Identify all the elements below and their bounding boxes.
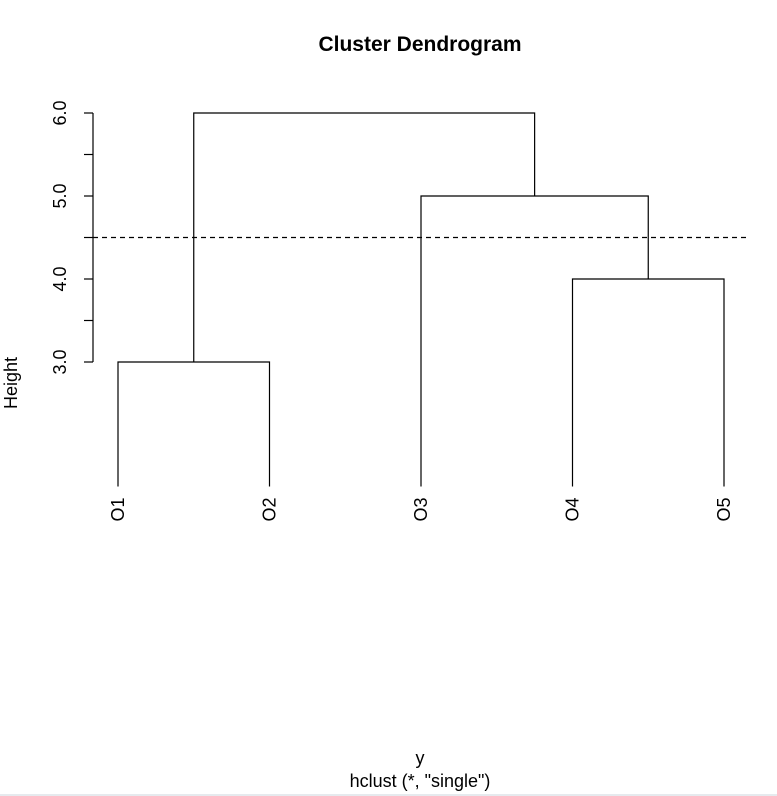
y-tick-label: 3.0 <box>50 349 70 374</box>
leaf-label-o2: O2 <box>260 498 280 522</box>
merge-2-link <box>571 278 725 487</box>
y-axis-label: Height <box>1 357 21 409</box>
leaf-label-o4: O4 <box>563 498 583 522</box>
leaf-label-o3: O3 <box>411 498 431 522</box>
bottom-divider <box>0 794 777 796</box>
y-tick-label: 5.0 <box>50 183 70 208</box>
merge-1-link <box>117 361 271 487</box>
leaf-label-o5: O5 <box>714 498 734 522</box>
merge-4-link <box>193 112 536 362</box>
y-axis: 3.0 4.0 5.0 6.0 <box>50 100 94 375</box>
merge-3-link <box>420 195 649 487</box>
leaf-labels: O1 O2 O3 O4 O5 <box>108 498 734 522</box>
leaf-label-o1: O1 <box>108 498 128 522</box>
y-tick-label: 4.0 <box>50 266 70 291</box>
x-axis-label: y <box>416 748 425 768</box>
method-subtitle: hclust (*, "single") <box>350 771 491 791</box>
dendrogram-tree <box>117 112 725 487</box>
y-tick-label: 6.0 <box>50 100 70 125</box>
chart-title: Cluster Dendrogram <box>318 33 521 56</box>
